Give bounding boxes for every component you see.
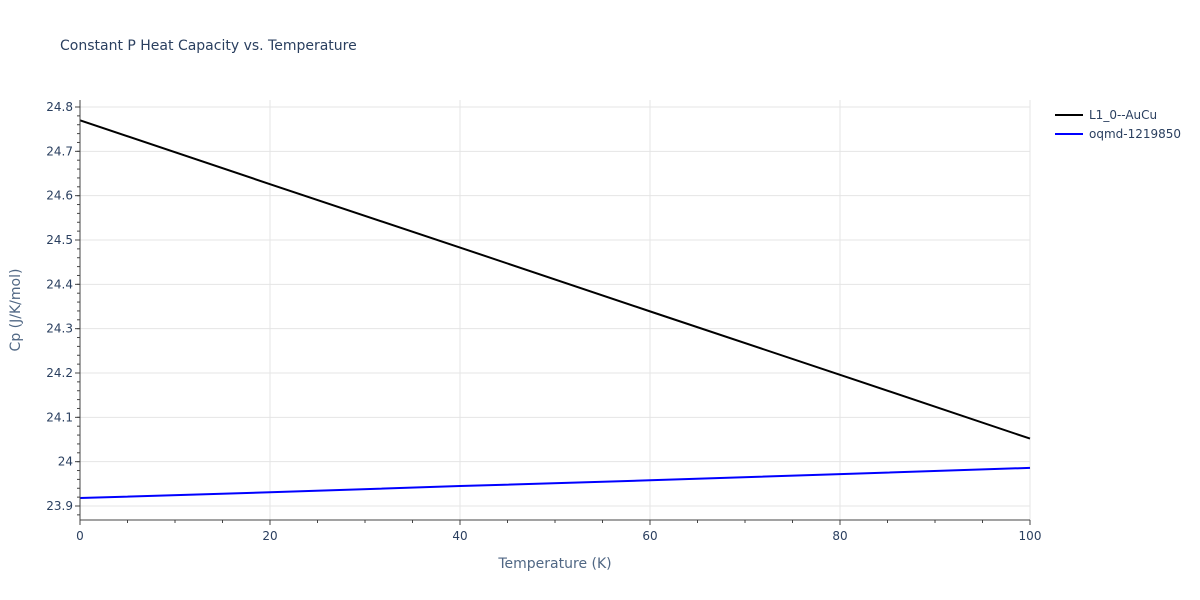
axes: 0 20 40 60 80 100 23.9 24 24.1 24.2 24.3 24.4 24.5 24… [46,100,1041,543]
legend-label: L1_0--AuCu [1089,108,1157,122]
x-tick-label: 0 [76,529,84,543]
chart-title: Constant P Heat Capacity vs. Temperature [60,38,357,54]
y-tick-label: 24.7 [46,144,73,158]
y-axis-title: Cp (J/K/mol) [8,269,24,352]
y-tick-label: 24.5 [46,233,73,247]
y-tick-label: 24.2 [46,366,73,380]
x-tick-label: 40 [452,529,467,543]
x-tick-label: 20 [262,529,277,543]
y-tick-label: 24.1 [46,410,73,424]
x-axis-title: Temperature (K) [497,556,611,572]
x-tick-label: 80 [832,529,847,543]
legend-item[interactable]: L1_0--AuCu [1055,108,1157,122]
series-line[interactable] [79,119,1031,440]
legend-label: oqmd-1219850 [1089,127,1181,141]
y-tick-label: 24.8 [46,100,73,114]
grid [80,100,1031,520]
x-tick-label: 100 [1019,529,1042,543]
series-line[interactable] [79,466,1031,500]
plot-area[interactable] [79,119,1031,500]
y-tick-label: 24.6 [46,189,73,203]
legend[interactable]: L1_0--AuCu oqmd-1219850 [1055,108,1181,141]
y-tick-label: 23.9 [46,499,73,513]
legend-item[interactable]: oqmd-1219850 [1055,127,1181,141]
y-tick-label: 24.4 [46,277,73,291]
y-tick-label: 24.3 [46,322,73,336]
y-tick-label: 24 [58,455,73,469]
x-tick-label: 60 [642,529,657,543]
